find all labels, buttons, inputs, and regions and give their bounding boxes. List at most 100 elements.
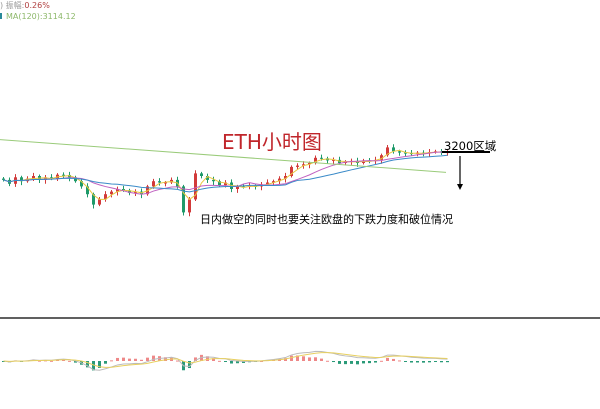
candle-body xyxy=(164,182,167,184)
candle-body xyxy=(404,152,407,154)
macd-bar xyxy=(212,358,215,361)
macd-bar xyxy=(290,355,293,361)
macd-bar xyxy=(440,361,443,363)
macd-bar xyxy=(392,358,395,361)
macd-bar xyxy=(308,357,311,361)
legend-prefix: ) xyxy=(0,1,4,10)
macd-bar xyxy=(260,360,263,362)
legend-amplitude: ) 振幅:0.26% xyxy=(0,0,50,11)
candle-body xyxy=(92,194,95,205)
candle-body xyxy=(200,173,203,176)
annotation-note: 日内做空的同时也要关注欧盘的下跌力度和破位情况 xyxy=(200,213,453,226)
macd-bar xyxy=(314,357,317,361)
macd-bar xyxy=(116,357,119,361)
candle-body xyxy=(206,176,209,180)
macd-bar xyxy=(380,360,383,362)
candle-body xyxy=(224,182,227,186)
amplitude-label: 振幅: xyxy=(5,1,25,10)
candle-body xyxy=(158,181,161,183)
macd-bar xyxy=(122,357,125,361)
amplitude-value: 0.26% xyxy=(24,1,50,10)
candle-body xyxy=(212,179,215,182)
macd-bar xyxy=(218,360,221,362)
ma40-line xyxy=(3,154,448,193)
candle-body xyxy=(86,186,89,195)
macd-bar xyxy=(368,361,371,364)
macd-bar xyxy=(344,361,347,365)
macd-bar xyxy=(416,361,419,363)
macd-bar xyxy=(104,361,107,364)
macd-bar xyxy=(188,361,191,369)
candle-body xyxy=(44,177,47,180)
macd-bar xyxy=(92,361,95,371)
macd-bar xyxy=(434,361,437,362)
macd-bar xyxy=(350,361,353,364)
candle-body xyxy=(266,182,269,185)
macd-bar xyxy=(410,361,413,363)
macd-bar xyxy=(338,361,341,364)
candle-body xyxy=(296,165,299,167)
candle-body xyxy=(128,190,131,193)
macd-bar xyxy=(110,360,113,362)
candle-body xyxy=(272,181,275,183)
legend-marker-icon xyxy=(0,13,2,19)
candle-body xyxy=(326,158,329,161)
chart-title: ETH小时图 xyxy=(222,130,322,154)
macd-bar xyxy=(236,361,239,364)
candle-body xyxy=(392,147,395,152)
arrow-head-icon xyxy=(457,184,463,190)
candle-body xyxy=(278,178,281,182)
macd-bar xyxy=(428,361,431,363)
macd-bar xyxy=(206,356,209,361)
candle-body xyxy=(218,181,221,186)
candle-body xyxy=(20,177,23,182)
candle-body xyxy=(380,155,383,160)
macd-bar xyxy=(98,361,101,368)
macd-bar xyxy=(386,357,389,361)
macd-bar xyxy=(422,361,425,363)
macd-bar xyxy=(62,359,65,361)
macd-bar xyxy=(68,360,71,362)
candle-body xyxy=(314,157,317,163)
macd-bar xyxy=(326,360,329,362)
macd-bar xyxy=(140,359,143,361)
ma120-line xyxy=(0,139,447,173)
candle-body xyxy=(32,176,35,179)
macd-bar xyxy=(164,357,167,361)
macd-bar xyxy=(230,361,233,364)
candle-body xyxy=(116,189,119,192)
candle-body xyxy=(194,173,197,200)
macd-bar xyxy=(242,361,245,363)
candle-body xyxy=(302,164,305,166)
candle-body xyxy=(290,166,293,176)
macd-bar xyxy=(374,361,377,363)
candle-body xyxy=(242,186,245,188)
macd-bar xyxy=(332,361,335,363)
candle-body xyxy=(398,151,401,153)
candle-body xyxy=(320,157,323,159)
macd-bar xyxy=(356,361,359,365)
candle-body xyxy=(74,177,77,182)
ma120-value: MA(120):3114.12 xyxy=(6,12,76,21)
macd-bar xyxy=(446,361,449,363)
legend-ma120: MA(120):3114.12 xyxy=(0,12,76,21)
macd-bar xyxy=(38,360,41,362)
macd-bar xyxy=(146,357,149,361)
candle-body xyxy=(152,181,155,187)
candle-body xyxy=(134,191,137,193)
macd-bar xyxy=(296,355,299,361)
candle-body xyxy=(332,159,335,161)
macd-bar xyxy=(86,361,89,368)
macd-bar xyxy=(404,361,407,362)
macd-bar xyxy=(398,360,401,362)
level-label: 3200区域 xyxy=(444,139,497,153)
candle-body xyxy=(50,177,53,179)
macd-bar xyxy=(194,357,197,361)
candle-body xyxy=(104,194,107,200)
macd-bar xyxy=(302,356,305,361)
candle-body xyxy=(62,174,65,176)
ma20-line xyxy=(3,151,448,195)
candle-body xyxy=(122,189,125,191)
macd-bar xyxy=(320,358,323,361)
